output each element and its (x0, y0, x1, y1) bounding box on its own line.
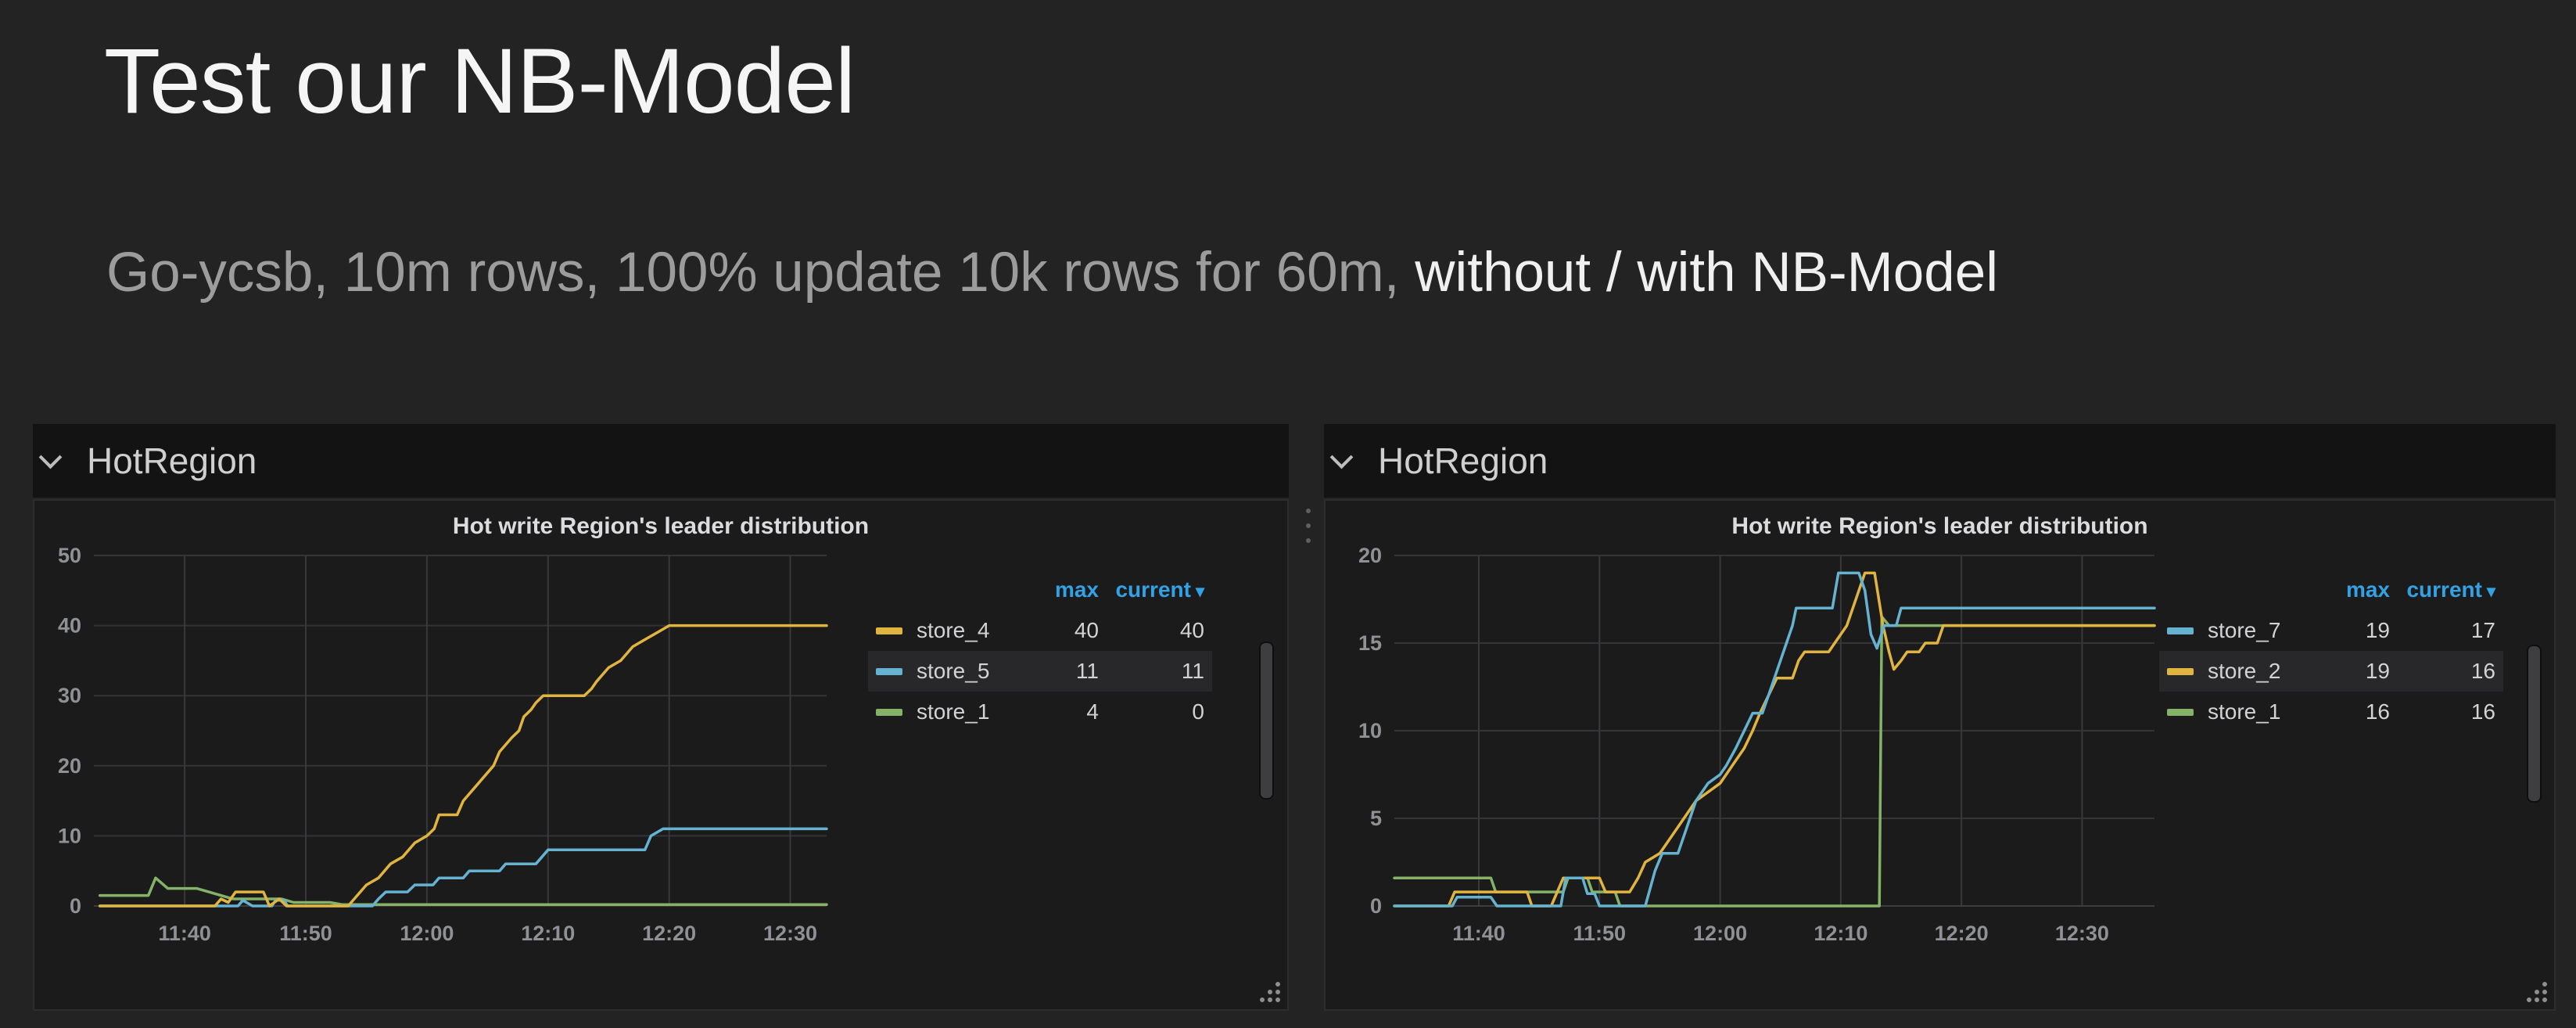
series-line-store_1 (1393, 615, 2156, 908)
subtitle-emphasis: without / with NB-Model (1415, 242, 1998, 304)
series-line-store_4 (98, 624, 828, 908)
svg-text:5: 5 (1370, 807, 1382, 830)
svg-text:12:30: 12:30 (2055, 922, 2109, 945)
legend-current-value: 16 (2470, 659, 2495, 683)
legend-current-value: 11 (1181, 659, 1204, 683)
legend-series-name[interactable]: store_1 (876, 699, 1017, 724)
svg-text:12:20: 12:20 (642, 922, 696, 945)
svg-text:12:20: 12:20 (1935, 922, 1989, 945)
svg-text:11:50: 11:50 (1573, 922, 1626, 945)
legend-current-value: 40 (1179, 618, 1204, 642)
legend-header-current[interactable]: current ▾ (2406, 577, 2495, 602)
row-header-left[interactable]: HotRegion (33, 424, 1289, 498)
legend-max-value: 4 (1086, 699, 1099, 724)
svg-text:50: 50 (58, 545, 81, 567)
series-color-dash-icon (2167, 667, 2194, 675)
svg-text:12:10: 12:10 (1814, 922, 1867, 945)
page-title: Test our NB-Model (104, 30, 856, 133)
series-line-store_5 (98, 827, 828, 908)
series-line-store_7 (1393, 571, 2156, 908)
legend-row[interactable]: store_1 4 0 (868, 692, 1212, 732)
series-color-dash-icon (2167, 708, 2194, 716)
svg-text:0: 0 (70, 894, 81, 918)
legend-header-row: max current ▾ (2159, 570, 2503, 610)
legend-table: max current ▾ store_7 19 17 store_2 19 16 store… (2159, 570, 2503, 732)
legend-series-name[interactable]: store_1 (2167, 699, 2308, 724)
legend-row[interactable]: store_4 40 40 (868, 610, 1212, 651)
svg-text:10: 10 (58, 824, 81, 847)
legend-current-value: 17 (2470, 618, 2495, 642)
subtitle-plain: Go-ycsb, 10m rows, 100% update 10k rows … (106, 242, 1415, 304)
legend-series-name[interactable]: store_7 (2167, 618, 2308, 643)
series-line-store_1 (98, 876, 828, 906)
legend-max-value: 16 (2365, 699, 2390, 724)
row-title: HotRegion (1378, 440, 1548, 481)
panel-block-left: HotRegion Hot write Region's leader dist… (33, 422, 1289, 1014)
svg-text:0: 0 (1370, 894, 1382, 918)
row-header-right[interactable]: HotRegion (1324, 424, 2556, 498)
panel-title[interactable]: Hot write Region's leader distribution (452, 513, 870, 539)
sort-desc-icon: ▾ (1195, 581, 1204, 601)
page-subtitle: Go-ycsb, 10m rows, 100% update 10k rows … (106, 241, 1998, 304)
legend-header-row: max current ▾ (868, 570, 1212, 610)
legend-series-name[interactable]: store_4 (876, 618, 1017, 643)
svg-text:40: 40 (58, 614, 81, 638)
svg-text:11:40: 11:40 (158, 922, 211, 945)
time-series-chart[interactable]: 0 10 20 30 40 50 11:40 11:50 12:00 12:10 12:20 12:3… (48, 545, 834, 951)
legend-row[interactable]: store_7 19 17 (2159, 610, 2503, 651)
svg-text:15: 15 (1358, 631, 1382, 655)
legend-header-max[interactable]: max (1054, 577, 1099, 602)
svg-text:11:40: 11:40 (1452, 922, 1505, 945)
legend-max-value: 19 (2365, 659, 2390, 683)
legend-scrollbar[interactable] (2527, 645, 2542, 803)
svg-text:12:00: 12:00 (400, 922, 454, 945)
panel-resize-grip[interactable] (2520, 975, 2551, 1006)
series-color-dash-icon (876, 627, 902, 634)
legend-header-current[interactable]: current ▾ (1115, 577, 1204, 602)
legend-current-value: 0 (1192, 699, 1204, 724)
legend-header-max[interactable]: max (2345, 577, 2390, 602)
chevron-down-icon (1329, 445, 1354, 469)
sort-desc-icon: ▾ (2486, 581, 2495, 601)
svg-text:20: 20 (1358, 545, 1382, 567)
svg-text:12:00: 12:00 (1693, 922, 1747, 945)
time-series-chart[interactable]: 0 5 10 15 20 11:40 11:50 12:00 12:10 12:20 12:30 (1349, 545, 2162, 951)
svg-text:10: 10 (1358, 719, 1382, 742)
legend-row[interactable]: store_5 11 11 (868, 651, 1212, 692)
row-title: HotRegion (87, 440, 257, 481)
panel-block-right: HotRegion Hot write Region's leader dist… (1324, 422, 2556, 1014)
legend-series-name[interactable]: store_5 (876, 659, 1017, 684)
legend-row[interactable]: store_1 16 16 (2159, 692, 2503, 732)
graph-panel-right: Hot write Region's leader distribution 0… (1324, 499, 2556, 1011)
svg-text:11:50: 11:50 (279, 922, 332, 945)
svg-text:12:10: 12:10 (521, 922, 575, 945)
legend-max-value: 40 (1074, 618, 1099, 642)
chevron-down-icon (38, 445, 63, 469)
series-color-dash-icon (876, 667, 902, 675)
legend-max-value: 19 (2365, 618, 2390, 642)
legend-series-name[interactable]: store_2 (2167, 659, 2308, 684)
svg-text:20: 20 (58, 754, 81, 778)
series-color-dash-icon (876, 708, 902, 716)
panel-resize-grip[interactable] (1253, 975, 1284, 1006)
legend-scrollbar[interactable] (1259, 642, 1274, 800)
graph-panel-left: Hot write Region's leader distribution 0… (33, 499, 1289, 1011)
legend-current-value: 16 (2470, 699, 2495, 724)
legend-table: max current ▾ store_4 40 40 store_5 11 11 store… (868, 570, 1212, 732)
legend-row[interactable]: store_2 19 16 (2159, 651, 2503, 692)
panel-title[interactable]: Hot write Region's leader distribution (1731, 513, 2148, 539)
row-drag-handle[interactable] (1304, 509, 1312, 553)
dashboard-region: HotRegion Hot write Region's leader dist… (0, 422, 2576, 1014)
svg-text:30: 30 (58, 684, 81, 707)
svg-text:12:30: 12:30 (763, 922, 817, 945)
series-color-dash-icon (2167, 627, 2194, 634)
legend-max-value: 11 (1075, 659, 1099, 683)
series-line-store_2 (1393, 571, 2156, 908)
